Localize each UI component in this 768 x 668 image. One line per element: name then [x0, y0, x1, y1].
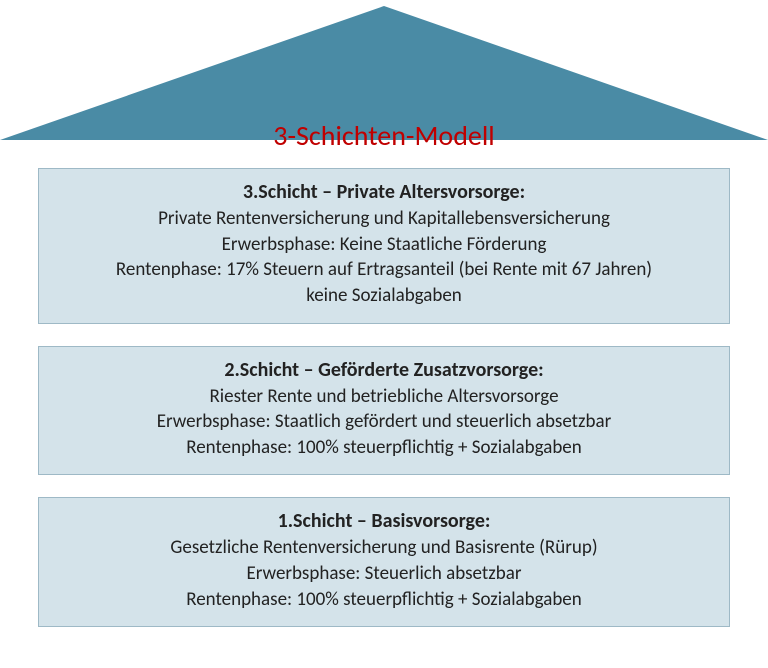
- layer-line: Erwerbsphase: Keine Staatliche Förderung: [53, 232, 715, 258]
- layer-line: Erwerbsphase: Steuerlich absetzbar: [53, 561, 715, 587]
- layer-title: 3.Schicht – Private Altersvorsorge:: [53, 179, 715, 206]
- layer-line: Private Rentenversicherung und Kapitalle…: [53, 206, 715, 232]
- layers-container: 3.Schicht – Private Altersvorsorge:Priva…: [0, 140, 768, 627]
- main-title-text: 3-Schichten-Modell: [273, 118, 494, 153]
- main-title: 3-Schichten-Modell: [0, 118, 768, 153]
- layer-1: 1.Schicht – Basisvorsorge:Gesetzliche Re…: [38, 497, 730, 627]
- layer-line: Rentenphase: 17% Steuern auf Ertragsante…: [53, 257, 715, 283]
- layer-line: keine Sozialabgaben: [53, 283, 715, 309]
- layer-line: Rentenphase: 100% steuerpflichtig + Sozi…: [53, 587, 715, 613]
- layer-line: Riester Rente und betriebliche Altersvor…: [53, 384, 715, 410]
- layer-line: Erwerbsphase: Staatlich gefördert und st…: [53, 409, 715, 435]
- layer-3: 3.Schicht – Private Altersvorsorge:Priva…: [38, 168, 730, 324]
- roof-container: 3-Schichten-Modell: [0, 0, 768, 140]
- layer-line: Rentenphase: 100% steuerpflichtig + Sozi…: [53, 435, 715, 461]
- layer-title: 2.Schicht – Geförderte Zusatzvorsorge:: [53, 357, 715, 384]
- layer-2: 2.Schicht – Geförderte Zusatzvorsorge:Ri…: [38, 346, 730, 476]
- layer-title: 1.Schicht – Basisvorsorge:: [53, 508, 715, 535]
- layer-line: Gesetzliche Rentenversicherung und Basis…: [53, 535, 715, 561]
